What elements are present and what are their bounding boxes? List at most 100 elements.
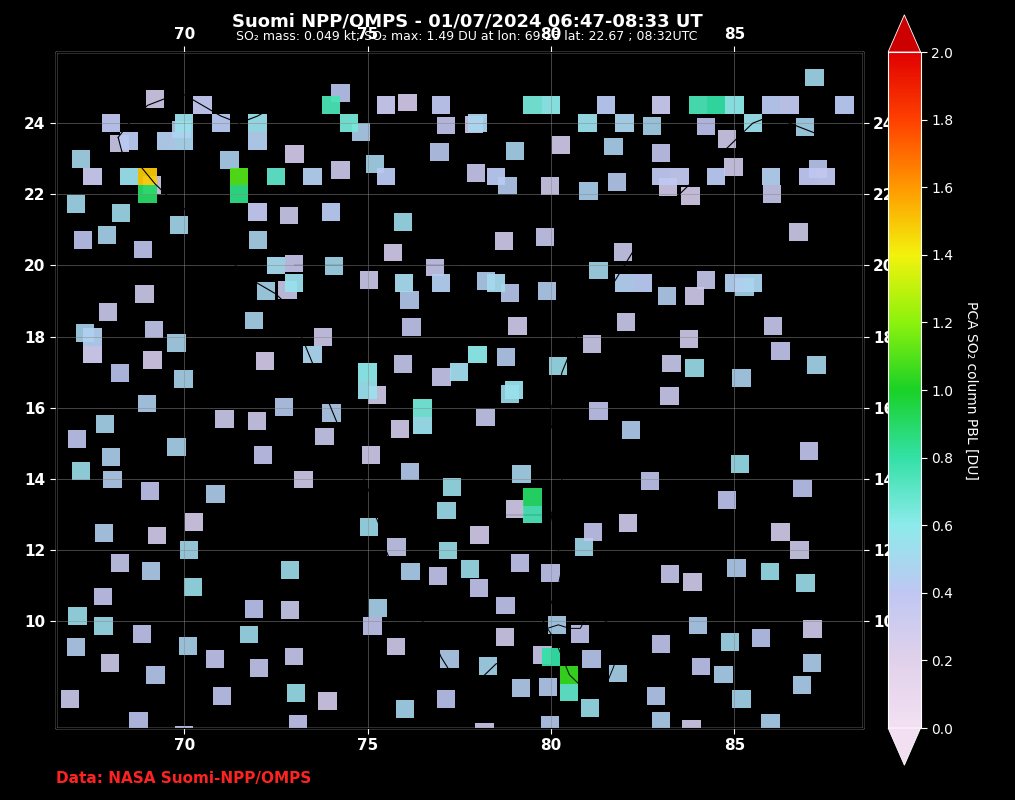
Bar <box>817 168 835 186</box>
Bar <box>581 699 599 718</box>
Bar <box>133 625 151 643</box>
Bar <box>732 369 750 386</box>
Bar <box>731 455 749 473</box>
Bar <box>584 523 602 541</box>
Bar <box>104 470 122 489</box>
Bar <box>400 291 419 309</box>
Bar <box>206 650 224 668</box>
Bar <box>583 335 601 353</box>
Bar <box>230 186 249 203</box>
Text: Data: NASA Suomi-NPP/OMPS: Data: NASA Suomi-NPP/OMPS <box>56 770 311 786</box>
Bar <box>763 185 782 203</box>
Bar <box>467 164 485 182</box>
Bar <box>509 317 527 335</box>
Bar <box>111 554 129 572</box>
Bar <box>94 588 113 606</box>
Bar <box>358 381 377 399</box>
Polygon shape <box>888 15 921 52</box>
Bar <box>524 97 542 114</box>
Bar <box>658 286 676 305</box>
Bar <box>287 684 306 702</box>
Bar <box>429 567 448 585</box>
Bar <box>257 282 275 300</box>
Bar <box>476 409 494 426</box>
Bar <box>718 490 736 509</box>
Bar <box>803 654 821 672</box>
Bar <box>761 714 780 731</box>
Bar <box>441 650 459 668</box>
Bar <box>395 274 413 292</box>
Bar <box>762 97 781 114</box>
Bar <box>369 599 388 617</box>
Polygon shape <box>888 728 921 765</box>
Bar <box>580 182 598 200</box>
Bar <box>541 565 559 582</box>
Y-axis label: PCA SO₂ column PBL [DU]: PCA SO₂ column PBL [DU] <box>964 301 978 479</box>
Bar <box>706 168 725 186</box>
Bar <box>682 720 700 738</box>
Bar <box>807 356 826 374</box>
Bar <box>469 114 487 132</box>
Bar <box>362 446 381 464</box>
Bar <box>548 616 566 634</box>
Bar <box>111 365 129 382</box>
Bar <box>394 355 412 373</box>
Bar <box>206 485 224 503</box>
Bar <box>469 346 487 363</box>
Bar <box>496 597 515 614</box>
Bar <box>285 254 303 272</box>
Bar <box>175 132 194 150</box>
Bar <box>138 168 156 186</box>
Bar <box>387 538 406 556</box>
Bar <box>437 502 456 519</box>
Bar <box>652 168 670 186</box>
Bar <box>249 231 267 249</box>
Bar <box>768 750 788 768</box>
Bar <box>805 69 823 86</box>
Bar <box>358 363 377 381</box>
Bar <box>496 628 515 646</box>
Bar <box>696 270 715 289</box>
Bar <box>278 281 296 298</box>
Bar <box>688 97 706 114</box>
Bar <box>589 402 608 420</box>
Bar <box>220 151 239 169</box>
Bar <box>764 317 783 335</box>
Bar <box>799 168 817 186</box>
Bar <box>316 427 334 446</box>
Bar <box>120 168 138 186</box>
Bar <box>322 203 340 221</box>
Bar <box>377 168 395 186</box>
Bar <box>267 168 285 186</box>
Bar <box>506 750 525 767</box>
Bar <box>644 118 662 135</box>
Bar <box>683 574 701 591</box>
Bar <box>94 524 113 542</box>
Bar <box>790 223 808 241</box>
Bar <box>240 626 258 643</box>
Bar <box>771 342 790 360</box>
Bar <box>112 205 130 222</box>
Bar <box>401 462 419 480</box>
Bar <box>280 562 299 579</box>
Bar <box>735 278 753 296</box>
Bar <box>323 404 341 422</box>
Text: Suomi NPP/OMPS - 01/07/2024 06:47-08:33 UT: Suomi NPP/OMPS - 01/07/2024 06:47-08:33 … <box>231 12 702 30</box>
Bar <box>706 97 725 114</box>
Bar <box>796 118 814 136</box>
Bar <box>280 601 298 619</box>
Bar <box>67 638 85 656</box>
Bar <box>396 700 414 718</box>
Bar <box>615 114 633 132</box>
Bar <box>249 132 267 150</box>
Bar <box>725 97 744 114</box>
Bar <box>175 114 194 132</box>
Bar <box>245 312 263 330</box>
Bar <box>450 363 469 381</box>
Bar <box>744 274 762 292</box>
Bar <box>138 186 156 203</box>
Bar <box>613 243 632 261</box>
Bar <box>681 187 699 205</box>
Bar <box>617 314 635 331</box>
Bar <box>608 173 626 190</box>
